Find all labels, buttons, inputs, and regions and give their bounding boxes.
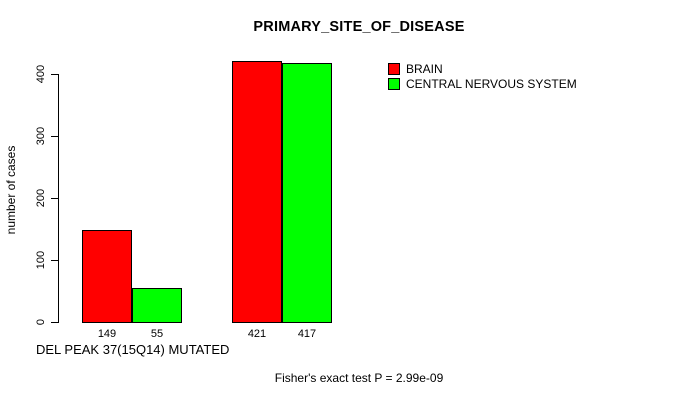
y-tick bbox=[51, 198, 58, 199]
y-tick bbox=[51, 260, 58, 261]
legend-label: CENTRAL NERVOUS SYSTEM bbox=[406, 76, 577, 91]
legend-item: BRAIN bbox=[388, 61, 577, 76]
chart-title: PRIMARY_SITE_OF_DISEASE bbox=[253, 19, 465, 35]
bar-value-label: 149 bbox=[97, 328, 117, 340]
y-tick bbox=[51, 322, 58, 323]
y-tick bbox=[51, 136, 58, 137]
legend-swatch-icon bbox=[388, 62, 400, 75]
x-axis-title: DEL PEAK 37(15Q14) MUTATED bbox=[36, 342, 230, 357]
y-axis-title: number of cases bbox=[4, 145, 18, 235]
legend-swatch-icon bbox=[388, 77, 400, 90]
legend: BRAIN CENTRAL NERVOUS SYSTEM bbox=[388, 61, 577, 91]
bar-brain-group1 bbox=[82, 229, 132, 323]
bar-value-label: 417 bbox=[297, 328, 317, 340]
legend-label: BRAIN bbox=[406, 61, 443, 76]
y-axis-line bbox=[58, 74, 59, 323]
bar-brain-group2 bbox=[232, 60, 282, 323]
y-tick-label: 400 bbox=[35, 64, 47, 84]
bar-value-label: 421 bbox=[247, 328, 267, 340]
y-tick-label: 0 bbox=[35, 318, 47, 326]
y-tick-label: 100 bbox=[35, 250, 47, 270]
fisher-test-note: Fisher's exact test P = 2.99e-09 bbox=[274, 371, 444, 385]
bar-central-nervous-system-group1 bbox=[132, 287, 182, 323]
y-tick bbox=[51, 74, 58, 75]
bar-central-nervous-system-group2 bbox=[282, 63, 332, 323]
y-tick-label: 200 bbox=[35, 188, 47, 208]
legend-item: CENTRAL NERVOUS SYSTEM bbox=[388, 76, 577, 91]
bar-value-label: 55 bbox=[150, 328, 164, 340]
y-tick-label: 300 bbox=[35, 126, 47, 146]
